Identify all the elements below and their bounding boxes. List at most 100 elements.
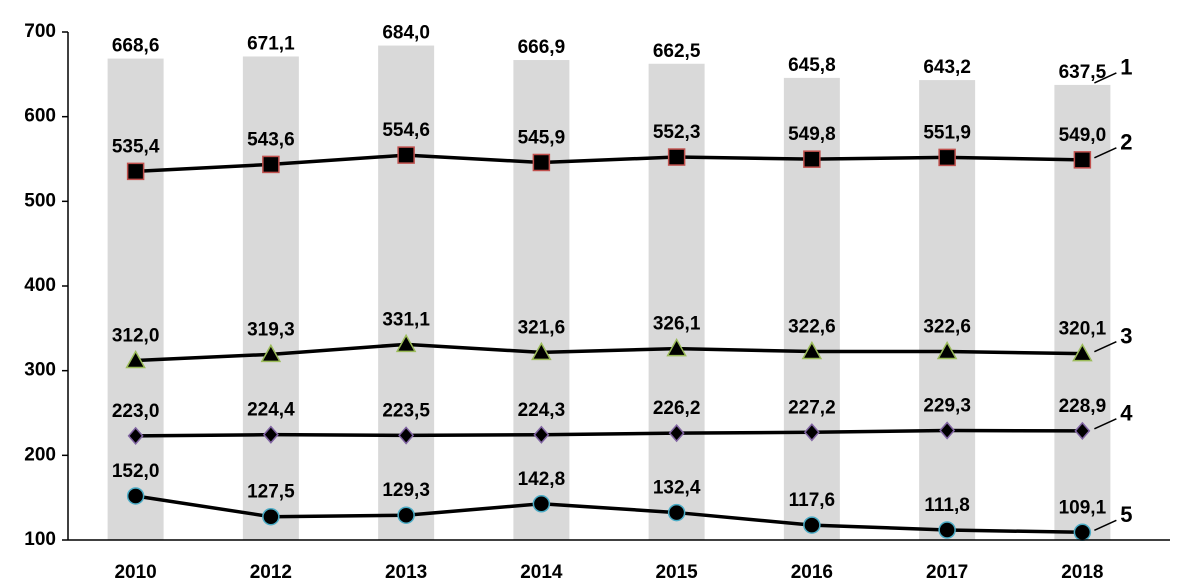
marker bbox=[125, 349, 146, 369]
data-label: 549,8 bbox=[788, 124, 836, 145]
data-label: 551,9 bbox=[923, 122, 971, 143]
bar bbox=[242, 56, 299, 541]
marker bbox=[667, 148, 686, 166]
legend-leader bbox=[1094, 147, 1117, 159]
marker bbox=[262, 425, 279, 444]
line bbox=[135, 153, 1083, 174]
legend-label: 4 bbox=[1120, 401, 1133, 426]
line bbox=[135, 342, 1083, 363]
data-label: 312,0 bbox=[112, 326, 160, 347]
marker bbox=[532, 495, 551, 513]
y-tick-label: 500 bbox=[24, 190, 56, 211]
data-label: 142,8 bbox=[518, 469, 566, 490]
x-tick-label: 2015 bbox=[655, 562, 698, 583]
data-label: 643,2 bbox=[923, 57, 971, 78]
marker bbox=[533, 425, 550, 444]
legend-label: 3 bbox=[1120, 323, 1132, 348]
data-label: 684,0 bbox=[382, 23, 430, 44]
y-tick-label: 300 bbox=[24, 360, 56, 381]
marker bbox=[1073, 523, 1092, 542]
marker bbox=[1073, 151, 1092, 169]
y-tick-label: 600 bbox=[24, 106, 56, 127]
marker bbox=[262, 507, 280, 526]
marker bbox=[126, 162, 145, 181]
marker bbox=[938, 521, 956, 539]
bar bbox=[648, 63, 705, 540]
marker bbox=[939, 421, 956, 440]
data-label: 227,2 bbox=[788, 397, 836, 418]
data-label: 671,1 bbox=[247, 33, 295, 54]
marker bbox=[260, 343, 282, 363]
data-label: 321,6 bbox=[518, 317, 566, 338]
marker bbox=[126, 487, 145, 505]
data-label: 129,3 bbox=[382, 480, 430, 501]
marker bbox=[1072, 343, 1093, 362]
data-label: 666,9 bbox=[518, 37, 566, 58]
x-tick-label: 2012 bbox=[250, 562, 292, 583]
legend-label: 5 bbox=[1120, 502, 1132, 527]
legend-leader bbox=[1094, 340, 1117, 353]
legend-leader bbox=[1094, 418, 1117, 430]
data-label: 322,6 bbox=[788, 317, 836, 338]
y-tick-label: 400 bbox=[24, 275, 56, 296]
x-tick-label: 2013 bbox=[385, 562, 427, 583]
data-label: 223,5 bbox=[382, 400, 430, 421]
marker bbox=[666, 338, 687, 357]
data-label: 223,0 bbox=[112, 401, 160, 422]
line bbox=[135, 428, 1083, 438]
data-label: 326,1 bbox=[653, 314, 701, 335]
data-label: 554,6 bbox=[382, 120, 430, 141]
line bbox=[135, 494, 1083, 535]
data-label: 152,0 bbox=[112, 461, 160, 482]
marker bbox=[803, 423, 820, 442]
data-label: 111,8 bbox=[924, 495, 969, 516]
legend-leader bbox=[1094, 72, 1117, 84]
data-label: 535,4 bbox=[112, 136, 160, 157]
data-label: 226,2 bbox=[653, 398, 701, 419]
marker bbox=[531, 341, 552, 361]
legend-label: 1 bbox=[1120, 55, 1132, 80]
x-tick-label: 2018 bbox=[1061, 562, 1103, 583]
marker bbox=[262, 155, 280, 174]
legend-leader bbox=[1094, 519, 1117, 531]
data-label: 668,6 bbox=[112, 36, 160, 57]
marker bbox=[398, 426, 415, 445]
data-label: 552,3 bbox=[653, 122, 701, 143]
x-tick-label: 2016 bbox=[791, 562, 833, 583]
data-label: 319,3 bbox=[247, 319, 295, 340]
data-label: 132,4 bbox=[653, 478, 701, 499]
marker bbox=[1074, 421, 1091, 441]
marker bbox=[668, 424, 685, 443]
data-label: 320,1 bbox=[1059, 319, 1107, 340]
data-label: 545,9 bbox=[518, 127, 566, 148]
marker bbox=[397, 506, 415, 524]
legend-label: 2 bbox=[1120, 130, 1132, 155]
data-label: 228,9 bbox=[1059, 396, 1107, 417]
data-label: 331,1 bbox=[382, 309, 430, 330]
data-label: 224,4 bbox=[247, 400, 295, 421]
marker bbox=[801, 341, 823, 360]
data-label: 549,0 bbox=[1059, 125, 1107, 146]
y-tick-label: 200 bbox=[24, 444, 56, 465]
data-label: 127,5 bbox=[247, 482, 295, 503]
bar bbox=[783, 77, 840, 540]
marker bbox=[127, 426, 144, 445]
marker bbox=[936, 341, 958, 360]
y-tick-label: 100 bbox=[24, 529, 56, 550]
x-tick-label: 2014 bbox=[520, 562, 563, 583]
x-tick-label: 2010 bbox=[114, 562, 156, 583]
data-label: 662,5 bbox=[653, 41, 701, 62]
data-label: 229,3 bbox=[923, 396, 971, 417]
marker bbox=[803, 150, 821, 168]
data-label: 117,6 bbox=[789, 490, 836, 511]
marker bbox=[532, 153, 551, 172]
marker bbox=[395, 333, 417, 353]
data-label: 322,6 bbox=[923, 317, 971, 338]
marker bbox=[938, 148, 956, 167]
marker bbox=[667, 503, 686, 522]
data-label: 543,6 bbox=[247, 129, 295, 150]
data-label: 109,1 bbox=[1059, 497, 1107, 518]
data-label: 637,5 bbox=[1059, 62, 1107, 83]
bar bbox=[513, 60, 570, 541]
